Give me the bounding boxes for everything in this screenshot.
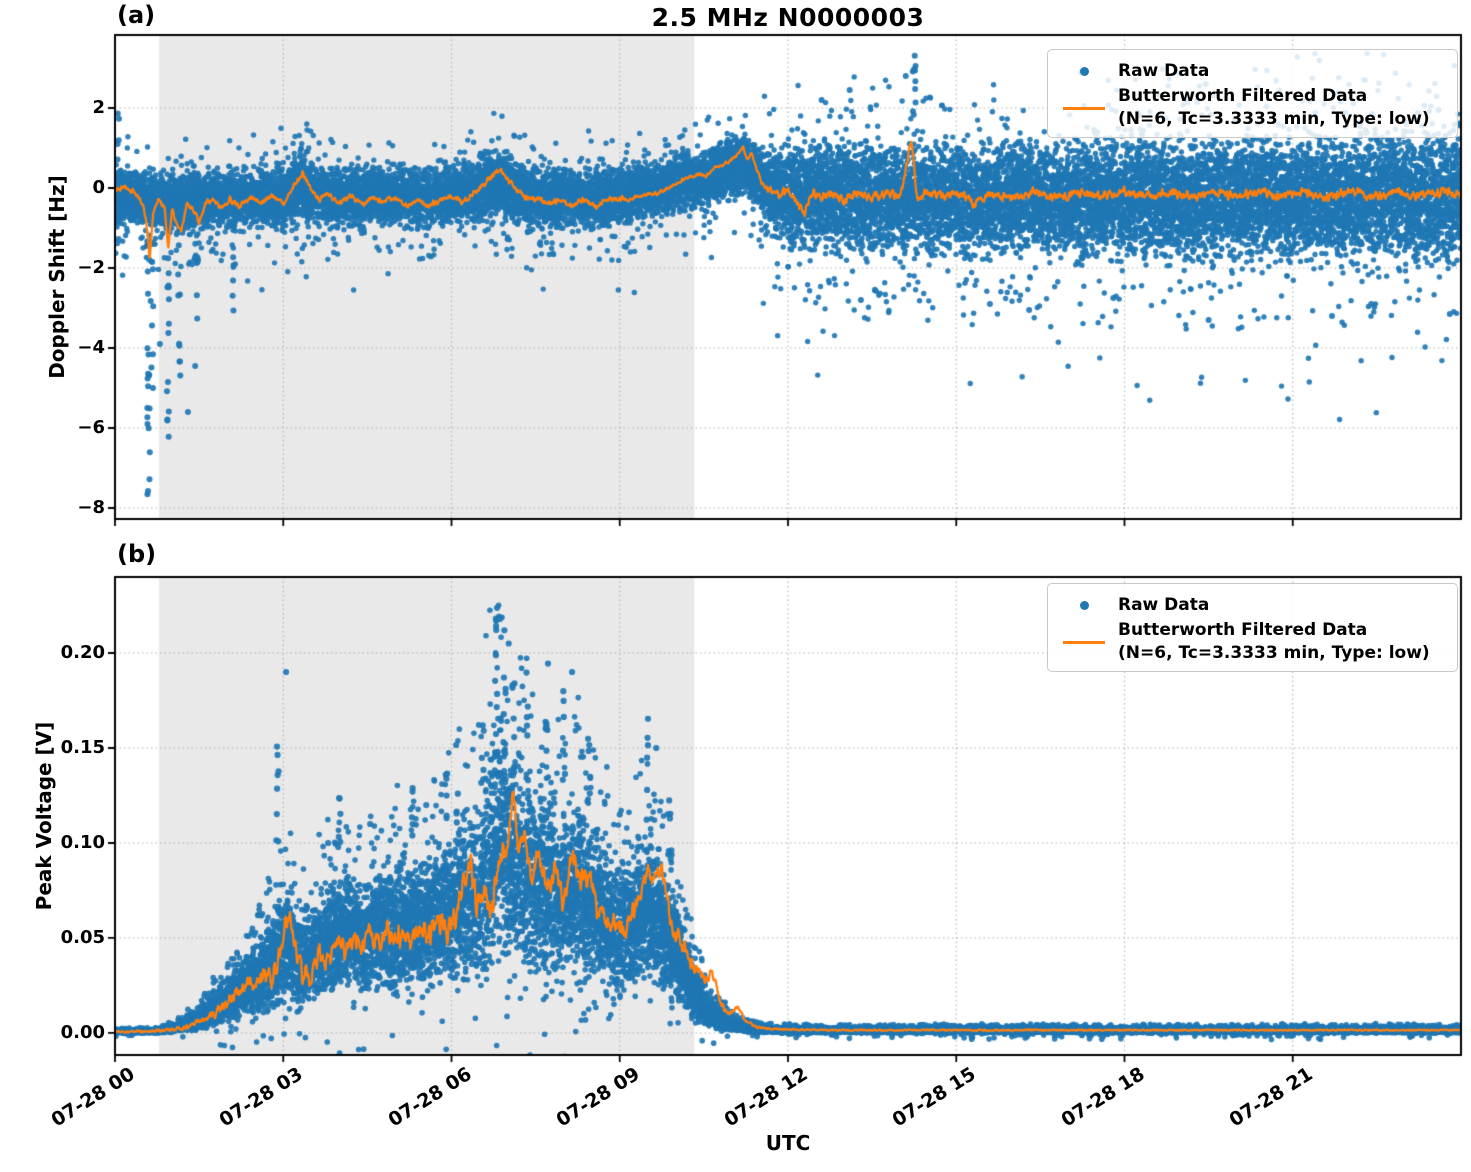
y-tick-label: −4 (77, 337, 105, 358)
legend-raw-label: Raw Data (1118, 60, 1210, 81)
legend-filtered-entry: Butterworth Filtered Data (N=6, Tc=3.333… (1058, 85, 1447, 131)
legend-filtered-label-line2: (N=6, Tc=3.3333 min, Type: low) (1118, 109, 1430, 129)
legend-filtered-label: Butterworth Filtered Data (N=6, Tc=3.333… (1110, 85, 1430, 131)
filtered-line-marker-icon (1058, 106, 1110, 110)
raw-data-marker-icon (1058, 66, 1110, 76)
figure-title: 2.5 MHz N0000003 (651, 3, 925, 32)
legend-filtered-label-line1: Butterworth Filtered Data (1118, 620, 1368, 640)
y-tick-label: 0 (92, 177, 105, 198)
legend-raw-entry: Raw Data (1058, 591, 1447, 619)
y-tick-label: 0.05 (60, 926, 105, 948)
filtered-line-marker-icon (1058, 640, 1110, 644)
panel-b-label: (b) (117, 540, 157, 568)
legend-panel-a: Raw Data Butterworth Filtered Data (N=6,… (1047, 49, 1458, 138)
y-tick-label: 0.10 (60, 831, 105, 853)
legend-filtered-label-line1: Butterworth Filtered Data (1118, 86, 1368, 106)
legend-filtered-entry: Butterworth Filtered Data (N=6, Tc=3.333… (1058, 619, 1447, 665)
legend-filtered-label-line2: (N=6, Tc=3.3333 min, Type: low) (1118, 643, 1430, 663)
y-tick-label: −8 (77, 497, 105, 518)
legend-raw-entry: Raw Data (1058, 57, 1447, 85)
y-tick-label: −2 (77, 257, 105, 278)
legend-raw-label: Raw Data (1118, 594, 1210, 615)
x-axis-label: UTC (765, 1131, 811, 1155)
y-tick-label: 0.15 (60, 736, 105, 758)
panel-a-label: (a) (117, 1, 156, 29)
legend-panel-b: Raw Data Butterworth Filtered Data (N=6,… (1047, 583, 1458, 672)
y-tick-label: 0.20 (60, 641, 105, 663)
y-tick-label: −6 (77, 417, 105, 438)
y-tick-label: 0.00 (60, 1021, 105, 1043)
raw-data-marker-icon (1058, 600, 1110, 610)
y-tick-label: 2 (92, 97, 105, 118)
legend-filtered-label: Butterworth Filtered Data (N=6, Tc=3.333… (1110, 619, 1430, 665)
